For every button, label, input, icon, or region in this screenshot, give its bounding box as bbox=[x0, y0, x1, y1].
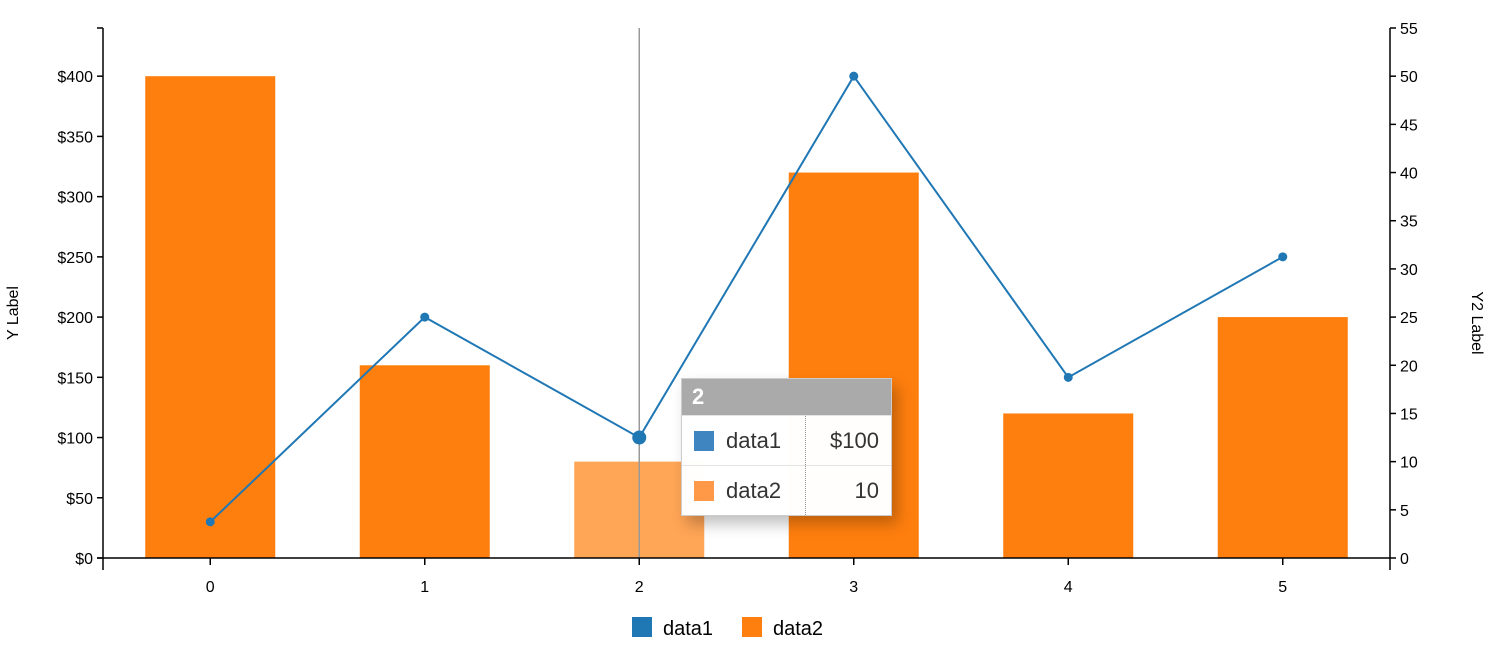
legend: data1 data2 bbox=[632, 617, 823, 640]
tooltip-value-data2: 10 bbox=[854, 477, 879, 503]
y-tick-label-4: $200 bbox=[57, 310, 93, 327]
x-tick-label-4: 4 bbox=[1064, 579, 1073, 596]
x-tick-label-5: 5 bbox=[1278, 579, 1287, 596]
y2-tick-label-5: 25 bbox=[1400, 310, 1418, 327]
bar-data2-0 bbox=[145, 76, 276, 558]
y-axis-label: Y Label bbox=[5, 286, 22, 340]
legend-label-data1: data1 bbox=[663, 618, 713, 640]
tooltip: 2 data1 $100 data2 10 bbox=[681, 378, 892, 516]
y2-tick-label-7: 35 bbox=[1400, 214, 1418, 231]
line-data1 bbox=[209, 74, 1284, 523]
bar-data2-4 bbox=[1003, 413, 1134, 558]
point-data1-4 bbox=[1063, 372, 1073, 382]
x-tick-label-3: 3 bbox=[849, 579, 858, 596]
tooltip-row-data2: data2 10 bbox=[682, 465, 891, 515]
tooltip-row-data1: data1 $100 bbox=[682, 415, 891, 465]
y2-tick-label-0: 0 bbox=[1400, 551, 1409, 568]
x-tick-label-1: 1 bbox=[420, 579, 429, 596]
point-data1-2 bbox=[632, 430, 647, 445]
y2-tick-label-10: 50 bbox=[1400, 69, 1418, 86]
y-tick-label-8: $400 bbox=[57, 69, 93, 86]
y2-tick-label-1: 5 bbox=[1400, 503, 1409, 520]
y-tick-label-7: $350 bbox=[57, 129, 93, 146]
legend-swatch-data2 bbox=[742, 617, 762, 637]
y-tick-label-5: $250 bbox=[57, 250, 93, 267]
point-data1-5 bbox=[1278, 252, 1288, 262]
y2-tick-label-8: 40 bbox=[1400, 166, 1418, 183]
bar-data2-5 bbox=[1217, 317, 1348, 558]
y2-axis-label: Y2 Label bbox=[1468, 291, 1485, 354]
y2-tick-label-3: 15 bbox=[1400, 406, 1418, 423]
y2-tick-label-9: 45 bbox=[1400, 117, 1418, 134]
legend-swatch-data1 bbox=[632, 617, 652, 637]
y2-tick-label-2: 10 bbox=[1400, 455, 1418, 472]
tooltip-swatch-data1 bbox=[694, 430, 714, 451]
y-tick-label-1: $50 bbox=[66, 491, 93, 508]
y-tick-label-0: $0 bbox=[75, 551, 93, 568]
point-data1-1 bbox=[420, 312, 430, 322]
y-tick-label-2: $100 bbox=[57, 431, 93, 448]
tooltip-swatch-data2 bbox=[694, 480, 714, 501]
y2-tick-label-4: 20 bbox=[1400, 358, 1418, 375]
x-tick-label-0: 0 bbox=[206, 579, 215, 596]
point-data1-3 bbox=[849, 71, 859, 81]
tooltip-name-data2: data2 bbox=[726, 477, 782, 503]
x-tick-label-2: 2 bbox=[635, 579, 644, 596]
point-data1-0 bbox=[205, 517, 215, 527]
tooltip-title: 2 bbox=[682, 379, 891, 415]
legend-label-data2: data2 bbox=[773, 618, 823, 640]
y2-tick-label-6: 30 bbox=[1400, 262, 1418, 279]
y-tick-label-3: $150 bbox=[57, 370, 93, 387]
tooltip-name-data1: data1 bbox=[726, 427, 782, 453]
bar-data2-1 bbox=[359, 365, 490, 558]
y-tick-label-6: $300 bbox=[57, 190, 93, 207]
y2-tick-label-11: 55 bbox=[1400, 21, 1418, 38]
tooltip-value-data1: $100 bbox=[830, 427, 879, 453]
